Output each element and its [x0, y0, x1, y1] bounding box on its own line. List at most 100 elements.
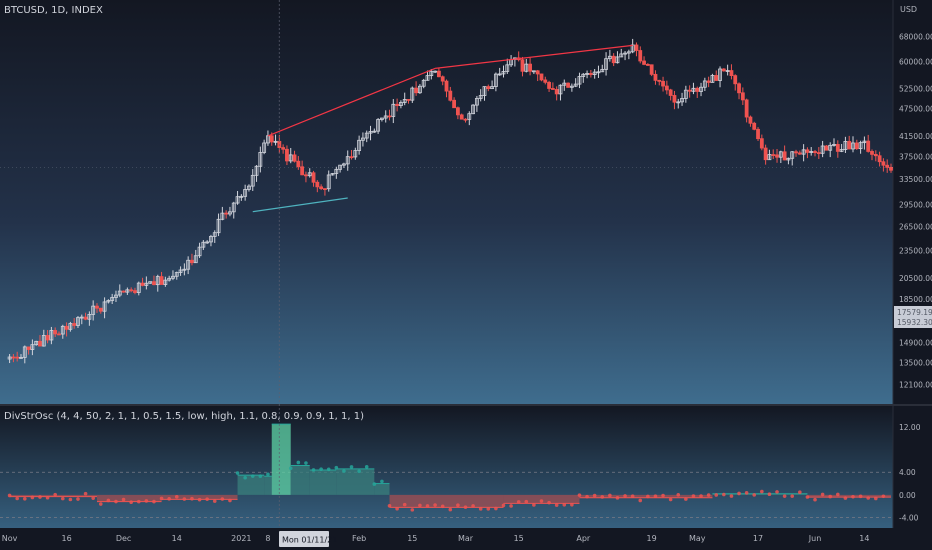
osc-dot: [144, 499, 149, 503]
candle-body: [547, 81, 551, 89]
candle: [550, 82, 555, 90]
price-tick-label: 41500.00: [899, 132, 932, 141]
candle: [178, 266, 183, 276]
candle-body: [493, 73, 498, 87]
candle: [402, 92, 407, 106]
candle-body: [83, 316, 88, 320]
osc-area-segment: [237, 475, 265, 495]
osc-dot: [699, 494, 703, 498]
candle: [596, 65, 601, 78]
candle: [585, 70, 589, 79]
candle: [820, 140, 825, 158]
osc-dot: [463, 505, 468, 509]
main-legend[interactable]: BTCUSD, 1D, INDEX: [4, 5, 103, 16]
candle-body: [254, 165, 259, 176]
candle: [349, 149, 354, 160]
osc-dot: [266, 472, 270, 477]
candle-body: [748, 116, 753, 124]
price-axis-unit: USD: [900, 5, 917, 14]
time-tick-label: 2021: [231, 534, 251, 543]
candle-body: [353, 150, 358, 158]
candle: [15, 351, 20, 362]
candle-body: [45, 335, 50, 341]
candle-body: [140, 282, 145, 286]
candle-body: [657, 79, 662, 82]
osc-dot: [228, 498, 232, 503]
candle-body: [638, 50, 643, 62]
candle: [687, 85, 692, 98]
osc-dot: [623, 494, 627, 498]
candle: [569, 83, 574, 92]
candle: [623, 51, 627, 61]
candle: [471, 104, 475, 115]
candle: [547, 80, 551, 92]
candle: [361, 132, 365, 147]
candle-body: [881, 161, 886, 166]
candle-body: [402, 99, 407, 103]
candle: [653, 70, 658, 85]
candle: [805, 147, 810, 159]
osc-dot: [836, 492, 840, 497]
price-tick-label: 14900.00: [899, 338, 932, 347]
candle: [877, 151, 882, 167]
candle: [497, 67, 502, 76]
candle: [296, 156, 301, 170]
candle: [828, 142, 833, 158]
candle-body: [79, 316, 84, 319]
osc-legend[interactable]: DivStrOsc (4, 4, 50, 2, 1, 1, 0.5, 1.5, …: [4, 411, 364, 422]
candle: [683, 85, 688, 103]
candle: [809, 147, 814, 156]
candle-body: [136, 282, 141, 293]
candle-body: [224, 212, 229, 215]
candle-body: [889, 166, 893, 171]
candle: [418, 84, 422, 94]
candle-body: [380, 117, 384, 120]
candle: [573, 78, 578, 88]
osc-plot: [0, 423, 893, 518]
candle-body: [782, 151, 787, 161]
candle-body: [611, 55, 616, 64]
candle: [155, 274, 160, 292]
candle-body: [186, 259, 191, 270]
candle: [843, 136, 848, 154]
osc-dot: [15, 496, 19, 501]
price-tick-label: 18500.00: [899, 295, 932, 304]
candle: [117, 284, 122, 298]
osc-dot: [881, 494, 886, 499]
candle: [851, 136, 855, 153]
candle: [706, 76, 711, 88]
candle: [813, 149, 817, 157]
osc-dot: [592, 493, 597, 498]
candle: [19, 354, 23, 359]
candle-body: [699, 86, 703, 92]
candle-body: [273, 140, 278, 143]
candle: [281, 144, 286, 154]
candle: [759, 134, 764, 151]
candle-body: [72, 323, 77, 326]
candle-body: [824, 145, 829, 151]
price-tick-label: 29500.00: [899, 201, 932, 210]
osc-dot: [532, 503, 536, 507]
candle: [645, 63, 650, 66]
candle-body: [668, 89, 673, 96]
osc-dot: [524, 499, 529, 504]
candle: [630, 38, 635, 54]
candle-body: [634, 44, 639, 51]
candle: [467, 111, 472, 126]
candle-body: [87, 313, 92, 320]
osc-dot: [630, 494, 635, 499]
candle: [702, 77, 707, 91]
osc-dot: [615, 496, 620, 500]
osc-dot: [235, 471, 240, 475]
resistance-trendline: [435, 44, 633, 69]
candle: [870, 149, 874, 161]
price-badge: 17579.19 15932.30: [894, 306, 932, 328]
osc-dot: [471, 504, 475, 508]
candle: [433, 70, 438, 74]
candle-body: [7, 356, 12, 360]
osc-dot: [874, 496, 878, 501]
time-tick-label: Apr: [576, 534, 591, 543]
main-pane-background: [0, 0, 893, 404]
